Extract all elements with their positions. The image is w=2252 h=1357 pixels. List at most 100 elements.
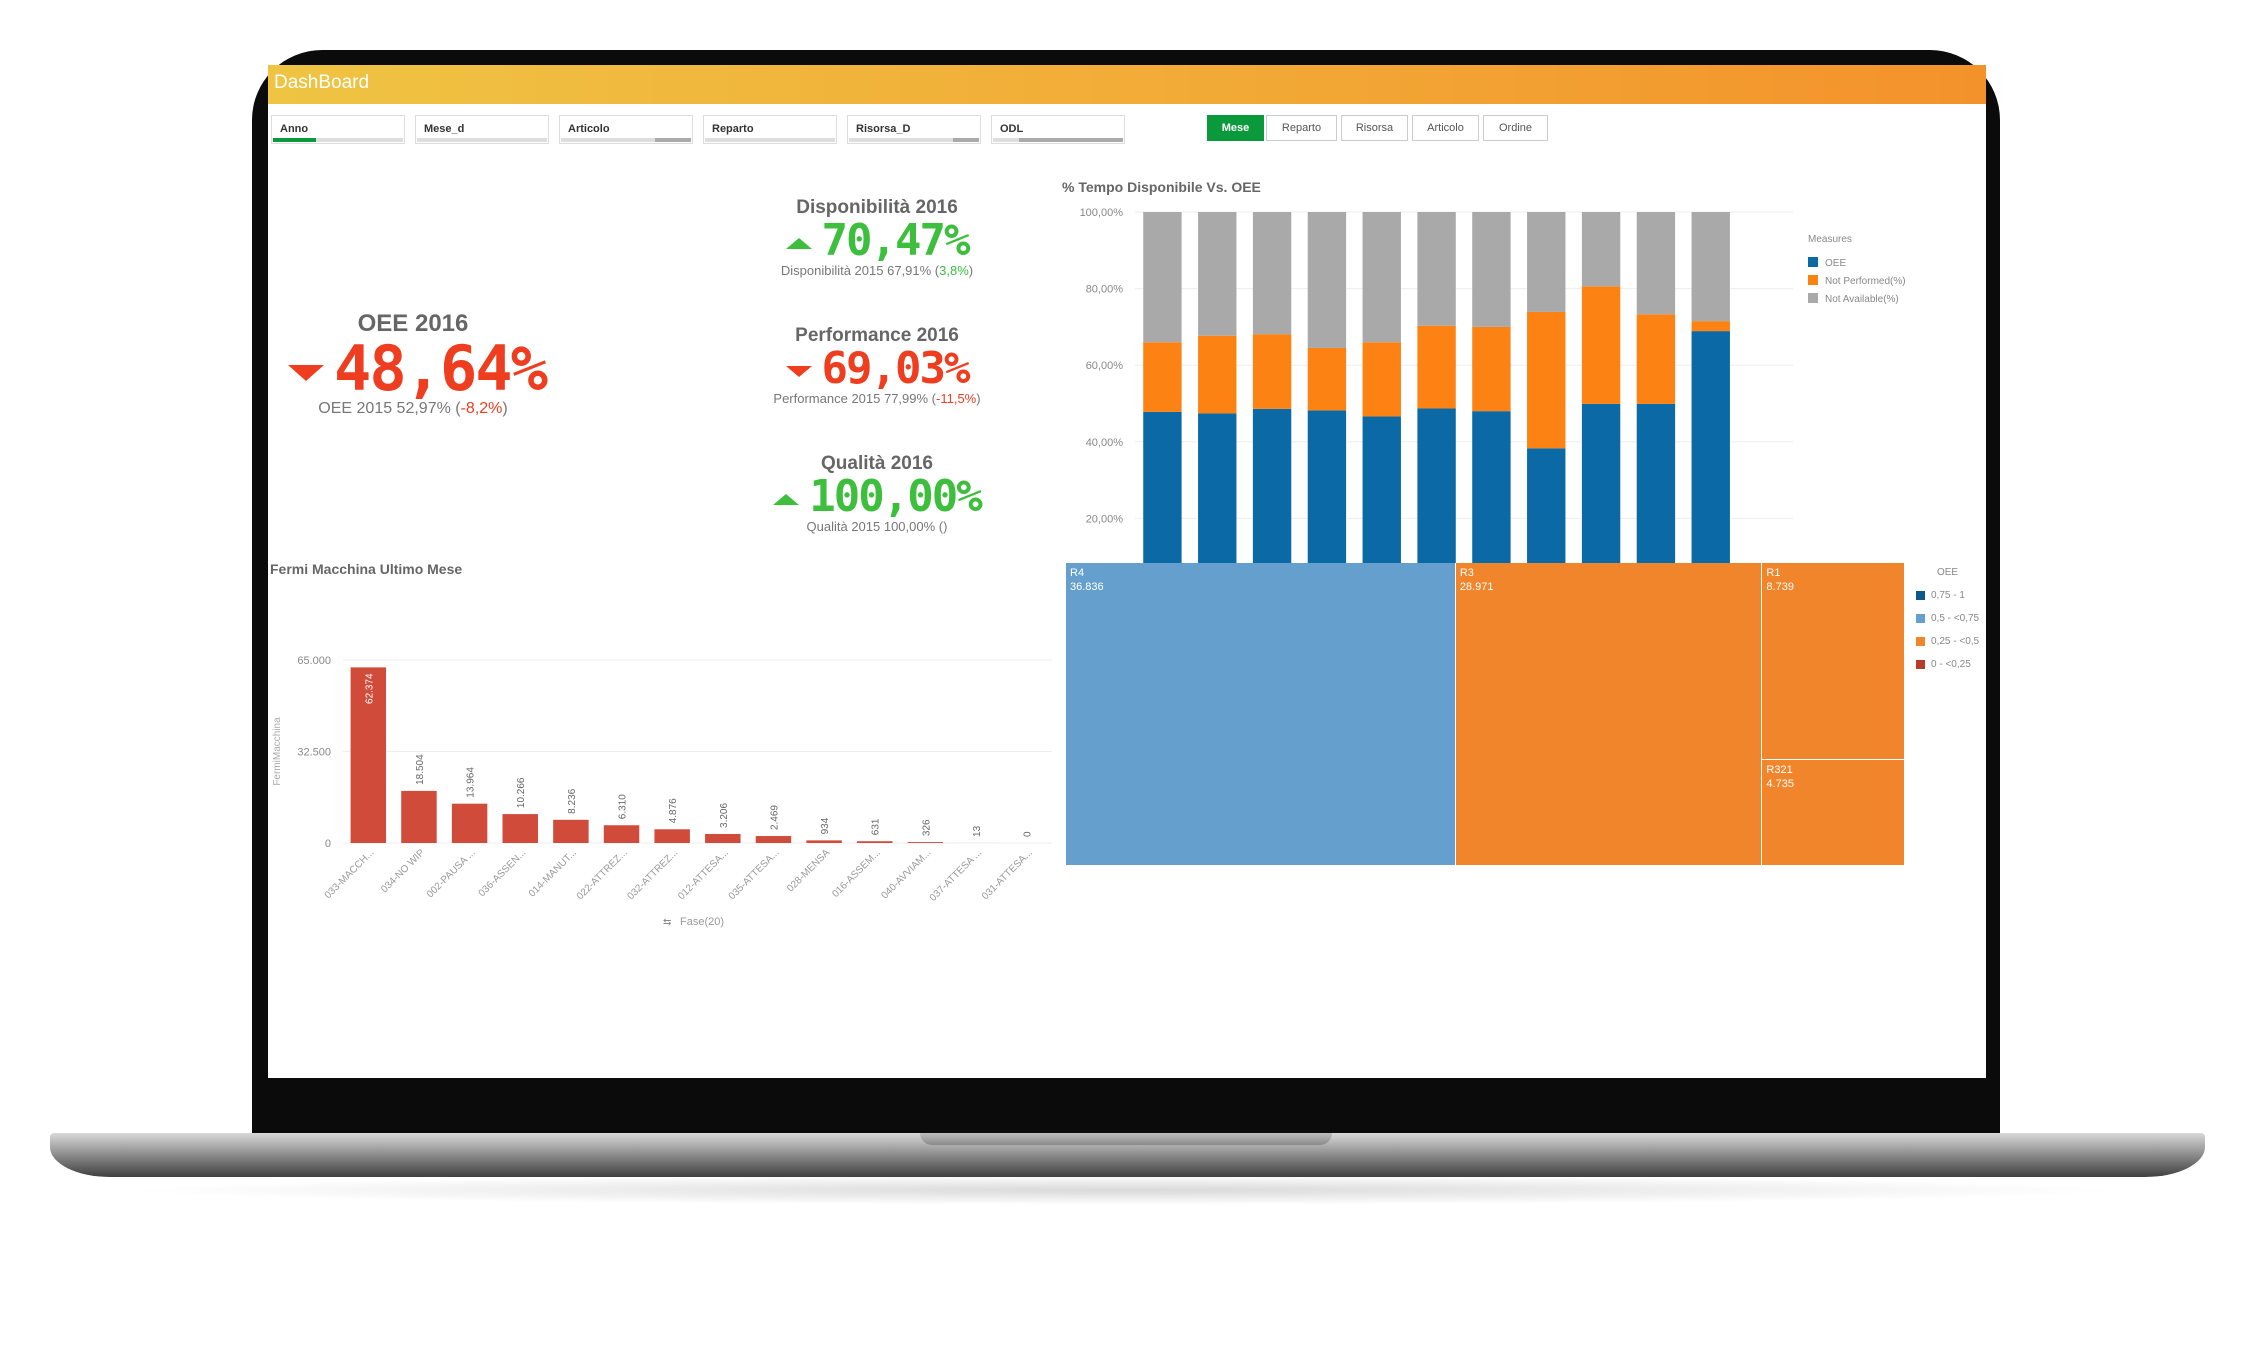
kpi-previous: Disponibilità 2015 67,91% ( <box>780 263 940 278</box>
x-axis-label[interactable]: Fase(20) <box>680 916 724 928</box>
tile-value: 4.735 <box>1766 777 1794 790</box>
filter-label: Risorsa_D <box>856 123 911 135</box>
filter-selection-bar <box>849 138 979 142</box>
legend-swatch <box>1808 257 1818 267</box>
bar-segment-oee[interactable] <box>1691 331 1730 595</box>
bar[interactable] <box>907 842 944 843</box>
bar[interactable] <box>806 840 842 843</box>
app-header: DashBoard <box>268 65 1986 104</box>
bar-segment-not-available-[interactable] <box>1198 212 1237 336</box>
bar-segment-not-available-[interactable] <box>1636 212 1676 315</box>
tile-value: 36.836 <box>1070 581 1104 593</box>
bar-value-label: 6.310 <box>618 794 629 819</box>
kpi-qualita: Qualità 2016 100,00% Qualità 2015 100,00% … <box>727 453 1027 534</box>
kpi-title: Qualità 2016 <box>821 453 933 474</box>
y-tick-label: 20,00% <box>1086 513 1124 525</box>
bar-segment-not-available-[interactable] <box>1527 212 1566 312</box>
bar-segment-not-performed-[interactable] <box>1472 326 1511 412</box>
treemap-legend: OEE 0,75 - 1 0,5 - <0,75 0,25 - <0,5 0 - <0,… <box>1916 563 1979 673</box>
bar-segment-not-available-[interactable] <box>1307 212 1347 348</box>
bar-segment-not-available-[interactable] <box>1417 212 1456 326</box>
y-tick-label: 40,00% <box>1086 437 1124 449</box>
x-tick-label: 002-PAUSA ... <box>425 847 478 900</box>
button-ordine[interactable]: Ordine <box>1483 115 1548 141</box>
legend-label: 0 - <0,25 <box>1931 658 1971 670</box>
filter-risorsa_d[interactable]: Risorsa_D <box>847 115 981 144</box>
bar[interactable] <box>401 790 437 843</box>
dimension-picker-icon[interactable]: ⇆ <box>663 917 671 928</box>
bar-segment-not-performed-[interactable] <box>1527 311 1566 449</box>
kpi-delta: 3,8% <box>939 263 969 278</box>
bar-segment-not-available-[interactable] <box>1472 212 1511 327</box>
bar-value-label: 13.964 <box>466 767 477 798</box>
filter-selection-bar <box>417 138 547 142</box>
fermi-chart-title: Fermi Macchina Ultimo Mese <box>270 561 463 577</box>
filter-odl[interactable]: ODL <box>991 115 1125 144</box>
tile-value: 28.971 <box>1459 581 1494 593</box>
bar-segment-not-performed-[interactable] <box>1581 286 1621 404</box>
y-tick-label: 100,00% <box>1080 207 1124 219</box>
filter-label: ODL <box>1000 123 1024 135</box>
filter-anno[interactable]: Anno <box>271 115 405 144</box>
bar-segment-not-performed-[interactable] <box>1198 335 1237 414</box>
legend-item[interactable]: 0,75 - 1 <box>1916 586 1979 604</box>
legend-item[interactable]: 0,5 - <0,75 <box>1916 609 1979 627</box>
bar[interactable] <box>553 819 589 843</box>
legend-item[interactable]: OEE <box>1825 258 1846 269</box>
legend-item[interactable]: Not Performed(%) <box>1825 276 1906 287</box>
trend-down-icon <box>288 364 324 381</box>
filter-label: Reparto <box>712 123 754 135</box>
bar-segment-not-performed-[interactable] <box>1636 314 1676 404</box>
bar[interactable] <box>755 836 792 843</box>
bar[interactable] <box>502 814 538 843</box>
treemap-tile-r1[interactable]: R1 8.739 <box>1762 563 1905 760</box>
filter-reparto[interactable]: Reparto <box>703 115 837 144</box>
button-articolo[interactable]: Articolo <box>1412 115 1479 141</box>
kpi-value-text: 69,03% <box>821 343 971 394</box>
treemap-tile-r3[interactable]: R3 28.971 <box>1455 563 1763 866</box>
bar-value-label: 934 <box>820 817 831 834</box>
y-axis-label: FermiMacchina <box>272 717 283 786</box>
bar[interactable] <box>350 667 387 843</box>
bar[interactable] <box>654 829 690 843</box>
bar-value-label: 13 <box>972 825 983 837</box>
bar-segment-not-performed-[interactable] <box>1252 334 1292 409</box>
filter-selection-fill <box>1019 138 1123 142</box>
kpi-delta-close: ) <box>968 263 974 278</box>
x-tick-label: 028-MENSA <box>785 847 832 894</box>
kpi-title: Disponibilità 2016 <box>796 197 958 218</box>
bar[interactable] <box>603 825 640 843</box>
bar-segment-not-available-[interactable] <box>1143 212 1182 343</box>
bar-segment-not-available-[interactable] <box>1252 212 1292 335</box>
app-title: DashBoard <box>274 72 370 93</box>
bar-segment-not-available-[interactable] <box>1362 212 1401 343</box>
bar[interactable] <box>857 841 893 843</box>
bar-segment-not-available-[interactable] <box>1691 212 1730 322</box>
kpi-oee: OEE 2016 48,64% OEE 2015 52,97% (-8,2%) <box>288 310 548 418</box>
treemap-tile-r4[interactable]: R4 36.836 <box>1066 563 1456 866</box>
legend-item[interactable]: 0,25 - <0,5 <box>1916 632 1979 650</box>
filter-mese_d[interactable]: Mese_d <box>415 115 549 144</box>
bar-segment-not-performed-[interactable] <box>1691 321 1730 332</box>
bar-segment-not-performed-[interactable] <box>1362 342 1401 417</box>
button-risorsa[interactable]: Risorsa <box>1341 115 1408 141</box>
bar-segment-not-performed-[interactable] <box>1143 342 1182 412</box>
treemap-chart: R4 36.836 R3 28.971 R1 8.739 R321 4.735 <box>1066 563 1905 866</box>
filter-articolo[interactable]: Articolo <box>559 115 693 144</box>
legend-item[interactable]: 0 - <0,25 <box>1916 655 1979 673</box>
bar[interactable] <box>705 833 741 843</box>
x-tick-label: 036-ASSEN... <box>477 847 529 899</box>
bar-segment-not-performed-[interactable] <box>1307 347 1347 411</box>
button-mese[interactable]: Mese <box>1207 115 1264 141</box>
button-reparto[interactable]: Reparto <box>1266 115 1337 141</box>
bar-segment-not-performed-[interactable] <box>1417 325 1456 409</box>
y-tick-label: 32.500 <box>297 747 331 759</box>
bar-segment-not-available-[interactable] <box>1581 212 1621 287</box>
x-tick-label: 014-MANUT... <box>527 847 579 899</box>
treemap-tile-r321[interactable]: R321 4.735 <box>1762 759 1905 866</box>
legend-item[interactable]: Not Available(%) <box>1825 294 1899 305</box>
kpi-value: 70,47% <box>727 219 1027 263</box>
bar[interactable] <box>451 803 488 843</box>
stacked-chart-title: % Tempo Disponibile Vs. OEE <box>1062 179 1261 195</box>
trend-up-icon <box>773 493 800 505</box>
